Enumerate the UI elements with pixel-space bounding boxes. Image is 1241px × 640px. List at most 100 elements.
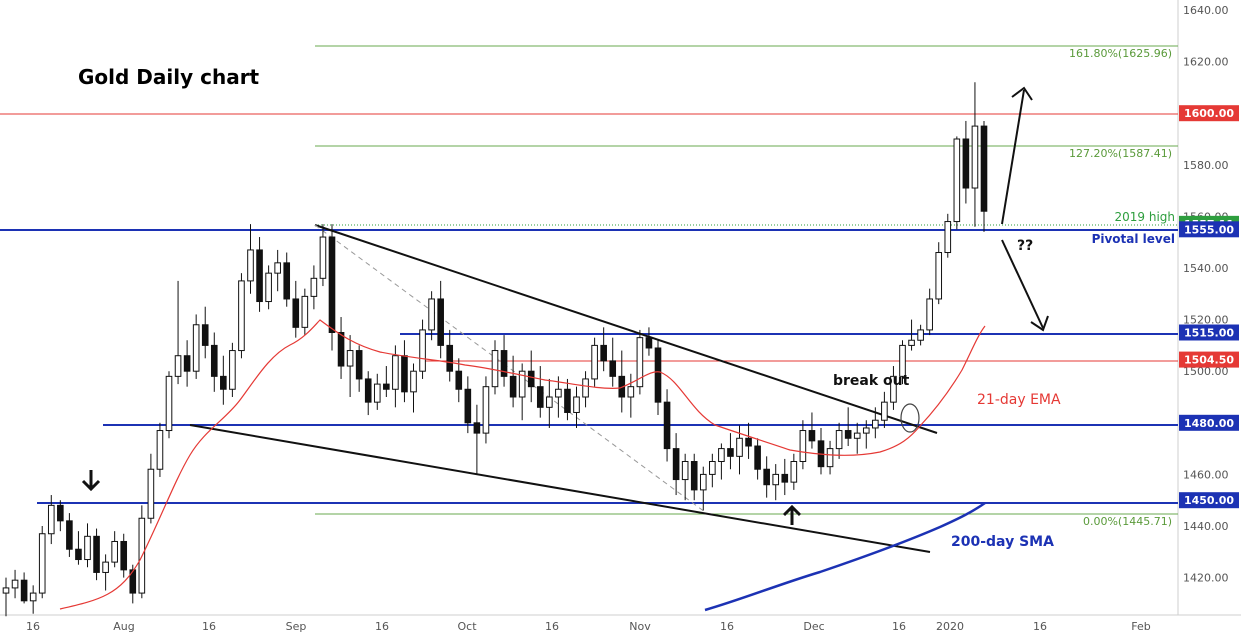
candle (546, 378, 553, 428)
x-tick-Sep: Sep (286, 620, 307, 633)
candle (410, 363, 417, 413)
candle (799, 420, 807, 470)
candle (401, 340, 408, 403)
pivotal-label: Pivotal level (1092, 232, 1175, 246)
svg-text:1504.50: 1504.50 (1184, 354, 1234, 367)
candle (355, 345, 363, 392)
y-tick-1580.00: 1580.00 (1183, 159, 1229, 172)
ema-21-line (59, 319, 986, 610)
candle (29, 585, 37, 614)
x-tick-Aug: Aug (113, 620, 134, 633)
candle (66, 513, 73, 557)
candle (591, 337, 598, 387)
candle (536, 366, 544, 418)
candle (699, 466, 707, 511)
svg-text:1480.00: 1480.00 (1184, 417, 1234, 430)
y-tick-1520.00: 1520.00 (1183, 314, 1229, 327)
candle (301, 288, 309, 336)
candle (618, 350, 626, 413)
high-2019-label: 2019 high (1114, 210, 1175, 224)
candle (120, 533, 128, 578)
y-tick-1620.00: 1620.00 (1183, 56, 1229, 69)
sma-200-line (704, 501, 986, 612)
price-badge-1515.00: 1515.00 (1179, 324, 1239, 341)
fib-label-127: 127.20%(1587.41) (1069, 147, 1172, 160)
candle (663, 389, 671, 462)
candle (835, 422, 843, 459)
candle (627, 373, 635, 418)
x-tick-Oct: Oct (457, 620, 477, 633)
candle (555, 376, 562, 418)
candle (491, 340, 499, 395)
candle (473, 404, 481, 475)
candle (509, 355, 517, 408)
candle (183, 340, 191, 387)
candle (690, 453, 698, 501)
candle (518, 363, 526, 421)
x-tick-Dec: Dec (803, 620, 824, 633)
candle (672, 433, 680, 496)
candle (727, 433, 734, 470)
candle (210, 332, 218, 392)
chart-annotations: Gold Daily chart 161.80%(1625.96) 127.20… (78, 47, 1175, 550)
candle (527, 350, 535, 403)
candle (247, 224, 254, 294)
candle (654, 340, 662, 416)
candle (20, 572, 28, 604)
up-projection-arrowhead (1011, 86, 1033, 101)
down-projection-arrowhead (1030, 315, 1049, 332)
candle (292, 280, 300, 338)
candle (238, 273, 245, 359)
dashed-fib-diagonal (314, 224, 706, 513)
candle (980, 120, 988, 232)
x-tick-16: 16 (545, 620, 559, 633)
candle (392, 345, 399, 408)
candle (926, 288, 933, 336)
price-badge-1480.00: 1480.00 (1179, 414, 1239, 431)
candle (853, 422, 861, 454)
price-badges: 1600.001557.111555.001515.001504.501480.… (1179, 105, 1239, 509)
candle (745, 422, 752, 459)
candle (917, 324, 924, 346)
x-tick-16: 16 (892, 620, 906, 633)
candlesticks (2, 82, 988, 617)
y-tick-1440.00: 1440.00 (1183, 520, 1229, 533)
candle (229, 342, 236, 397)
candle (844, 407, 852, 447)
trend-lines (189, 224, 938, 553)
candle (908, 319, 915, 351)
candle (582, 371, 589, 408)
chart-plot-area (0, 0, 1241, 616)
down-arrow-icon (81, 470, 101, 492)
candle (573, 386, 580, 428)
x-tick-Nov: Nov (629, 620, 651, 633)
candle (455, 358, 463, 403)
x-axis-ticks: 16 Aug 16 Sep 16 Oct 16 Nov 16 Dec 16 2020 16 Feb (26, 620, 1151, 633)
y-tick-1460.00: 1460.00 (1183, 468, 1229, 481)
candle (346, 335, 354, 397)
moving-averages (59, 319, 986, 612)
price-badge-1450.00: 1450.00 (1179, 492, 1239, 509)
candle (328, 224, 336, 351)
candle (872, 407, 879, 439)
candle (645, 327, 653, 356)
candle (274, 249, 281, 292)
svg-text:1515.00: 1515.00 (1184, 327, 1234, 340)
y-tick-1540.00: 1540.00 (1183, 262, 1229, 275)
candle (57, 500, 64, 532)
candle (564, 378, 571, 421)
candle (437, 280, 444, 359)
candle (428, 291, 435, 341)
candle (147, 453, 155, 524)
candle (464, 376, 472, 434)
candle (935, 242, 943, 305)
ema-label: 21-day EMA (977, 392, 1061, 408)
candle (220, 355, 227, 405)
svg-text:1555.00: 1555.00 (1184, 223, 1234, 236)
candle (265, 265, 272, 310)
candle (890, 366, 897, 410)
candle (419, 319, 426, 379)
candle (111, 531, 118, 568)
price-badge-1600.00: 1600.00 (1179, 105, 1239, 122)
